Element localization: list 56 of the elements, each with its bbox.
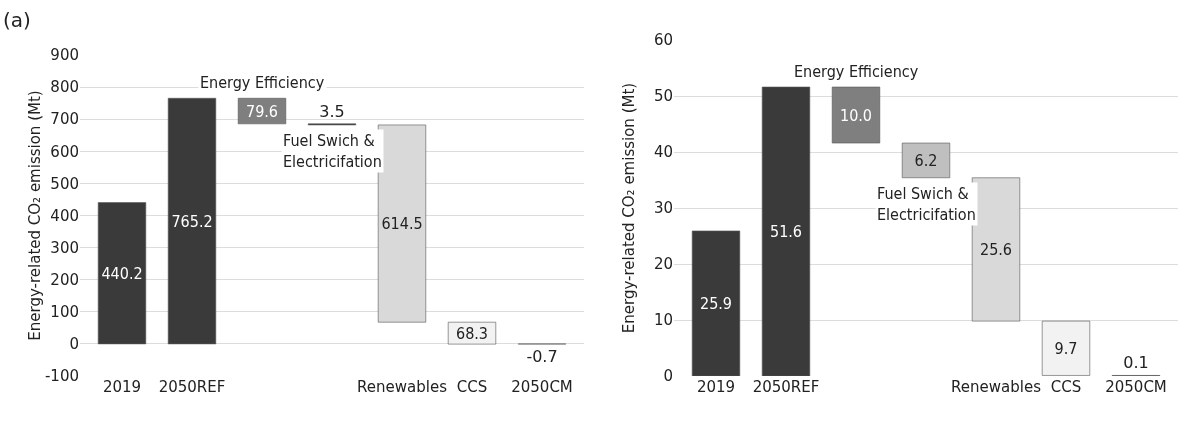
y-axis-title: Energy-related CO₂ emission (Mt) xyxy=(620,82,638,334)
data-label: 51.6 xyxy=(769,222,803,242)
bar xyxy=(1041,320,1091,376)
x-tick-label: 2050REF xyxy=(158,378,226,396)
data-label: 765.2 xyxy=(171,211,213,231)
data-label: 614.5 xyxy=(381,214,423,234)
y-tick-label: 30 xyxy=(653,199,673,218)
bar xyxy=(691,230,741,376)
data-label: 10.0 xyxy=(839,105,873,125)
data-label: 79.6 xyxy=(245,101,279,121)
x-tick-label: 2050REF xyxy=(752,378,820,396)
y-tick-label: 100 xyxy=(50,303,79,322)
y-tick-label: 300 xyxy=(50,238,79,257)
y-tick-label: 0 xyxy=(663,367,673,386)
x-tick-label: Renewables xyxy=(951,378,1042,396)
data-label: -0.7 xyxy=(526,347,558,367)
y-tick-label: 800 xyxy=(50,78,79,97)
bar xyxy=(831,86,881,144)
y-tick-label: 700 xyxy=(50,110,79,129)
data-label: 25.6 xyxy=(979,239,1013,259)
y-tick-label: 400 xyxy=(50,206,79,225)
x-tick-label: CCS xyxy=(1050,378,1082,396)
y-tick-label: 60 xyxy=(653,31,673,50)
y-axis-title: Energy-related CO₂ emission (Mt) xyxy=(26,90,44,341)
chart-title: (a) xyxy=(2,7,31,32)
y-tick-label: -100 xyxy=(44,367,79,386)
data-label: 0.1 xyxy=(1123,353,1149,373)
y-tick-label: 20 xyxy=(653,255,673,274)
x-tick-label: 2019 xyxy=(696,378,736,396)
annotation: Energy Efficiency xyxy=(794,62,919,81)
annotation: Fuel Swich & Electricifation xyxy=(283,131,382,171)
y-tick-label: 50 xyxy=(653,87,673,106)
y-tick-label: 0 xyxy=(69,335,79,354)
annotation: Fuel Swich & Electricifation xyxy=(877,184,976,224)
x-tick-label: 2019 xyxy=(102,378,142,396)
y-tick-label: 200 xyxy=(50,270,79,289)
y-tick-label: 10 xyxy=(653,311,673,330)
data-label: 3.5 xyxy=(319,101,345,121)
y-tick-label: 500 xyxy=(50,174,79,193)
x-tick-label: Renewables xyxy=(357,378,448,396)
bar xyxy=(97,202,147,345)
data-label: 68.3 xyxy=(455,323,489,343)
data-label: 25.9 xyxy=(699,293,733,313)
data-label: 440.2 xyxy=(101,263,143,283)
bar xyxy=(167,97,217,345)
x-tick-label: 2050CM xyxy=(1105,378,1167,396)
y-tick-label: 40 xyxy=(653,143,673,162)
bar xyxy=(761,86,811,376)
bar xyxy=(901,142,951,179)
x-tick-label: CCS xyxy=(456,378,488,396)
data-label: 9.7 xyxy=(1054,338,1078,358)
y-tick-label: 900 xyxy=(50,46,79,65)
x-tick-label: 2050CM xyxy=(511,378,573,396)
annotation: Energy Efficiency xyxy=(200,73,325,92)
data-label: 6.2 xyxy=(914,150,938,170)
y-tick-label: 600 xyxy=(50,142,79,161)
